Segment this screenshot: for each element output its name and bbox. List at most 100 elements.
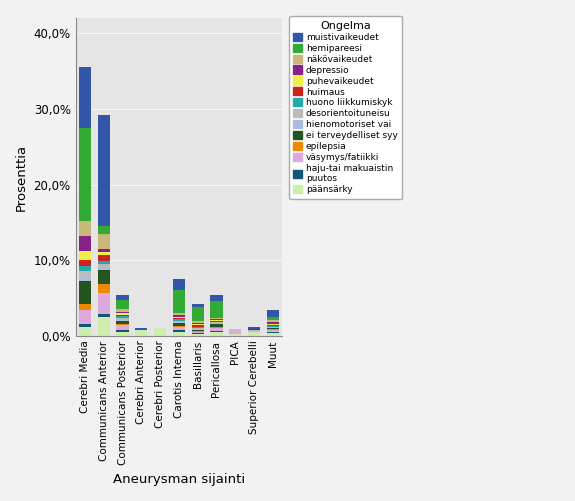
Bar	[191, 307, 204, 321]
Bar	[98, 314, 110, 317]
Bar	[79, 67, 91, 128]
Bar	[79, 251, 91, 260]
Bar	[229, 329, 242, 334]
Bar	[79, 128, 91, 221]
Bar	[172, 317, 185, 318]
Bar	[98, 252, 110, 255]
Bar	[267, 329, 279, 330]
Bar	[172, 313, 185, 315]
Bar	[267, 332, 279, 333]
Bar	[267, 320, 279, 322]
Legend: muistivaikeudet, hemipareesi, näkövaikeudet, depressio, puhevaikeudet, huimaus, : muistivaikeudet, hemipareesi, näkövaikeu…	[289, 17, 402, 199]
Bar	[135, 329, 147, 330]
Bar	[79, 236, 91, 251]
Bar	[267, 328, 279, 329]
Bar	[116, 315, 129, 317]
Bar	[267, 327, 279, 328]
Bar	[210, 331, 223, 332]
Bar	[172, 315, 185, 317]
Bar	[98, 284, 110, 293]
Bar	[210, 301, 223, 318]
Bar	[98, 261, 110, 264]
Y-axis label: Prosenttia: Prosenttia	[15, 143, 28, 210]
Bar	[116, 309, 129, 312]
Bar	[79, 260, 91, 266]
Bar	[172, 290, 185, 313]
Bar	[248, 327, 260, 329]
Bar	[210, 321, 223, 322]
Bar	[79, 310, 91, 324]
Bar	[116, 318, 129, 320]
Bar	[135, 330, 147, 336]
Bar	[191, 325, 204, 327]
Bar	[210, 318, 223, 320]
Bar	[79, 266, 91, 272]
Bar	[210, 328, 223, 331]
Bar	[248, 332, 260, 336]
Bar	[98, 233, 110, 249]
Bar	[210, 332, 223, 336]
Bar	[172, 321, 185, 323]
Bar	[248, 329, 260, 330]
Bar	[267, 326, 279, 327]
Bar	[98, 293, 110, 314]
Bar	[191, 328, 204, 330]
Bar	[172, 320, 185, 321]
Bar	[191, 333, 204, 334]
Bar	[191, 327, 204, 328]
Bar	[210, 327, 223, 328]
Bar	[172, 279, 185, 290]
Bar	[172, 318, 185, 320]
Bar	[98, 115, 110, 226]
Bar	[267, 317, 279, 320]
Bar	[116, 320, 129, 321]
Bar	[116, 314, 129, 315]
Bar	[210, 323, 223, 324]
Bar	[191, 323, 204, 324]
Bar	[267, 324, 279, 325]
Bar	[98, 264, 110, 267]
Bar	[229, 334, 242, 336]
Bar	[191, 332, 204, 333]
Bar	[191, 321, 204, 323]
Bar	[79, 221, 91, 236]
Bar	[79, 327, 91, 336]
Bar	[172, 327, 185, 330]
Bar	[98, 267, 110, 270]
Bar	[98, 249, 110, 252]
Bar	[191, 331, 204, 332]
Bar	[267, 333, 279, 336]
Bar	[79, 281, 91, 304]
Bar	[116, 332, 129, 336]
Bar	[116, 330, 129, 332]
Bar	[248, 330, 260, 332]
Bar	[267, 322, 279, 324]
Bar	[98, 270, 110, 284]
Bar	[210, 322, 223, 323]
Bar	[98, 317, 110, 336]
Bar	[79, 277, 91, 281]
Bar	[191, 304, 204, 307]
Bar	[267, 325, 279, 326]
Bar	[79, 304, 91, 310]
Bar	[267, 310, 279, 317]
Bar	[116, 295, 129, 300]
Bar	[172, 330, 185, 332]
Bar	[210, 320, 223, 321]
Bar	[116, 312, 129, 314]
Bar	[116, 325, 129, 330]
Bar	[267, 330, 279, 332]
Bar	[210, 324, 223, 327]
Bar	[154, 328, 166, 336]
Bar	[210, 295, 223, 301]
Bar	[79, 272, 91, 277]
Bar	[116, 321, 129, 324]
Bar	[172, 326, 185, 327]
Bar	[79, 324, 91, 327]
Bar	[98, 226, 110, 233]
Bar	[191, 330, 204, 331]
Bar	[191, 334, 204, 336]
Bar	[191, 324, 204, 325]
Bar	[116, 300, 129, 309]
Bar	[172, 332, 185, 336]
